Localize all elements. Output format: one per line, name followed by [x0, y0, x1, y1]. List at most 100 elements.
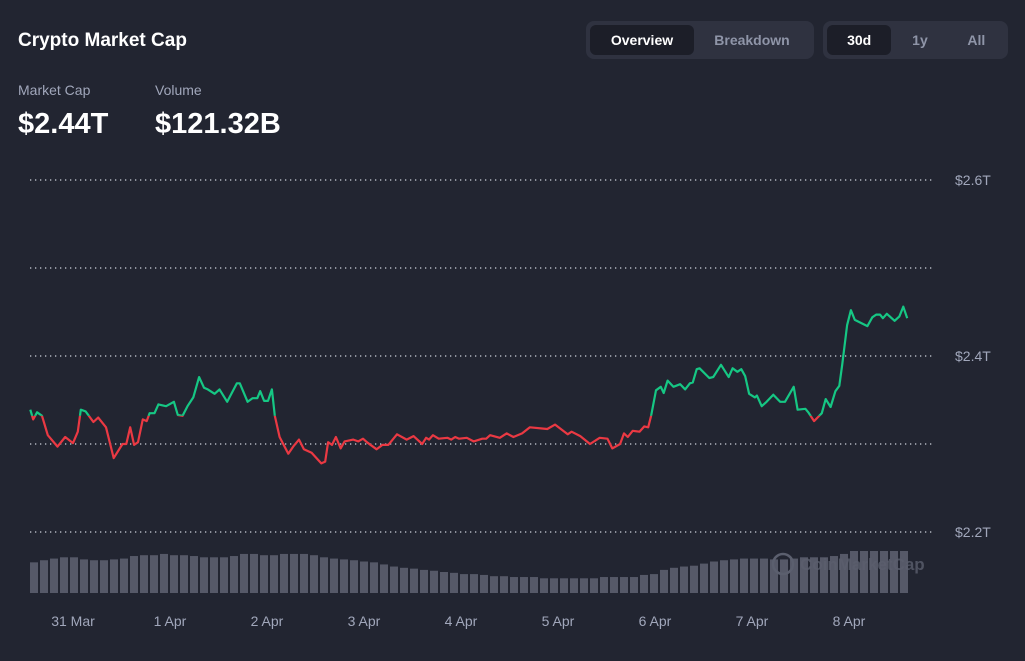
volume-bar	[370, 562, 378, 593]
volume-bar	[570, 578, 578, 593]
volume-bar	[170, 555, 178, 593]
volume-bar	[450, 572, 458, 593]
volume-bar	[320, 557, 328, 593]
y-tick-label: $2.6T	[955, 172, 991, 188]
market-cap-label: Market Cap	[18, 82, 91, 98]
volume-bar	[430, 570, 438, 593]
volume-bars	[30, 551, 908, 593]
volume-bar	[760, 558, 768, 593]
volume-bar	[390, 566, 398, 593]
volume-bar	[40, 560, 48, 593]
y-tick-label: $2.4T	[955, 348, 991, 364]
volume-bar	[470, 574, 478, 593]
volume-bar	[660, 569, 668, 593]
volume-bar	[860, 551, 868, 593]
volume-bar	[900, 551, 908, 593]
volume-bar	[680, 566, 688, 593]
range-30d[interactable]: 30d	[827, 25, 892, 55]
volume-bar	[60, 557, 68, 593]
volume-bar	[110, 559, 118, 593]
volume-bar	[580, 578, 588, 593]
volume-bar	[90, 560, 98, 593]
volume-bar	[600, 577, 608, 593]
volume-bar	[50, 558, 58, 593]
volume-bar	[490, 576, 498, 593]
volume-bar	[350, 560, 358, 593]
volume-bar	[270, 555, 278, 593]
y-tick-label: $2.2T	[955, 524, 991, 540]
volume-stat: Volume $121.32B	[155, 82, 281, 141]
tab-breakdown[interactable]: Breakdown	[714, 32, 790, 48]
volume-bar	[690, 565, 698, 593]
gridlines	[30, 179, 935, 533]
volume-bar	[410, 568, 418, 593]
volume-bar	[840, 553, 848, 593]
range-1y[interactable]: 1y	[912, 32, 928, 48]
volume-bar	[830, 556, 838, 593]
volume-bar	[870, 551, 878, 593]
x-tick-label: 3 Apr	[348, 613, 381, 629]
volume-bar	[280, 553, 288, 593]
line-up-segment	[29, 305, 909, 416]
market-cap-stat: Market Cap $2.44T	[18, 82, 108, 141]
volume-bar	[520, 577, 528, 593]
volume-bar	[460, 574, 468, 593]
volume-bar	[800, 557, 808, 593]
volume-bar	[500, 576, 508, 593]
volume-bar	[190, 556, 198, 593]
volume-bar	[720, 560, 728, 593]
volume-bar	[380, 564, 388, 593]
range-all[interactable]: All	[967, 32, 986, 48]
x-tick-label: 2 Apr	[251, 613, 284, 629]
volume-bar	[400, 567, 408, 593]
volume-bar	[890, 551, 898, 593]
volume-bar	[150, 555, 158, 593]
volume-bar	[330, 558, 338, 593]
volume-bar	[290, 553, 298, 593]
volume-bar	[620, 577, 628, 593]
volume-bar	[120, 558, 128, 593]
x-tick-label: 5 Apr	[542, 613, 575, 629]
page-title: Crypto Market Cap	[18, 30, 187, 51]
volume-bar	[240, 553, 248, 593]
volume-bar	[340, 559, 348, 593]
x-tick-label: 7 Apr	[736, 613, 769, 629]
market-cap-value: $2.44T	[18, 108, 109, 140]
volume-bar	[200, 557, 208, 593]
volume-bar	[810, 557, 818, 593]
volume-bar	[560, 578, 568, 593]
volume-bar	[820, 557, 828, 593]
line-down-segment	[30, 415, 821, 465]
coinmarketcap-logo-icon	[771, 552, 795, 576]
volume-bar	[80, 559, 88, 593]
volume-bar	[730, 559, 738, 593]
volume-bar	[210, 557, 218, 593]
volume-bar	[850, 551, 858, 593]
volume-bar	[640, 574, 648, 593]
volume-bar	[780, 559, 788, 593]
volume-bar	[710, 561, 718, 593]
volume-bar	[880, 551, 888, 593]
volume-label: Volume	[155, 82, 202, 98]
volume-bar	[70, 557, 78, 593]
volume-bar	[700, 563, 708, 593]
volume-bar	[160, 553, 168, 593]
x-tick-label: 4 Apr	[445, 613, 478, 629]
volume-bar	[440, 572, 448, 593]
volume-bar	[790, 558, 798, 593]
volume-bar	[540, 578, 548, 593]
price-line	[29, 305, 909, 465]
volume-bar	[220, 557, 228, 593]
volume-bar	[770, 559, 778, 593]
volume-bar	[140, 555, 148, 593]
volume-bar	[670, 567, 678, 593]
x-axis: 31 Mar 1 Apr 2 Apr 3 Apr 4 Apr 5 Apr 6 Apr 7 Ap…	[51, 613, 865, 629]
volume-bar	[180, 555, 188, 593]
volume-bar	[310, 555, 318, 593]
y-axis: $2.6T $2.4T $2.2T	[955, 172, 991, 540]
volume-bar	[250, 553, 258, 593]
tab-overview[interactable]: Overview	[590, 25, 694, 55]
x-tick-label: 6 Apr	[639, 613, 672, 629]
volume-bar	[550, 578, 558, 593]
